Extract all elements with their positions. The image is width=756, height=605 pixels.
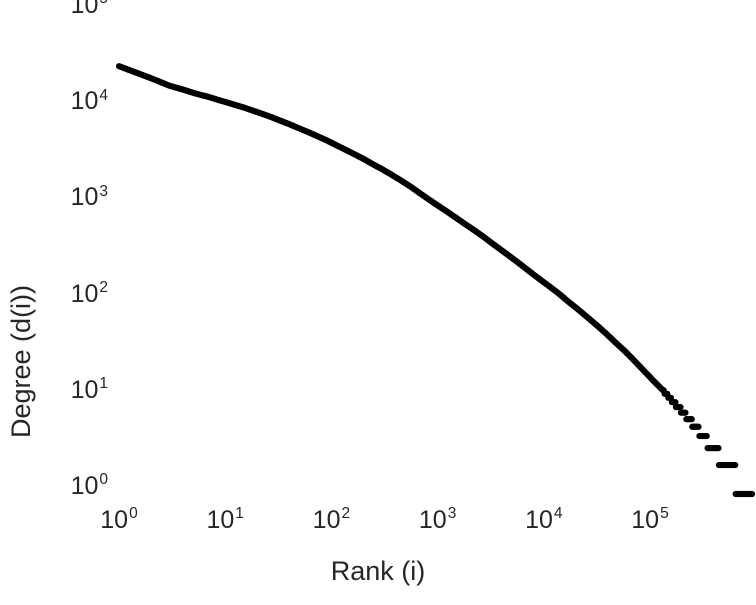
tick-exponent: 5	[99, 0, 108, 7]
ytick-label-2: 102	[70, 278, 108, 308]
data-series-degree-rank	[115, 63, 756, 498]
tick-exponent: 2	[341, 505, 351, 523]
data-point	[732, 461, 739, 469]
y-axis-label: Degree (d(i))	[6, 284, 36, 438]
axis-ticks	[119, 13, 753, 494]
tick-exponent: 1	[235, 505, 244, 523]
data-point	[748, 490, 756, 498]
tick-exponent: 2	[99, 278, 108, 296]
data-point	[695, 423, 702, 430]
tick-exponent: 1	[99, 375, 108, 393]
axes-group	[119, 13, 753, 494]
data-point	[682, 409, 689, 416]
x-axis-label: Rank (i)	[330, 556, 426, 586]
xtick-label-0: 100	[100, 505, 138, 534]
ytick-label-1: 101	[70, 375, 108, 404]
xtick-label-4: 104	[525, 505, 563, 534]
tick-exponent: 3	[99, 182, 108, 200]
xtick-label-1: 101	[206, 505, 244, 534]
ytick-label-5: 105	[4, 0, 108, 20]
tick-exponent: 0	[99, 471, 108, 489]
data-point	[672, 399, 679, 406]
tick-exponent: 4	[553, 505, 563, 523]
tick-exponent: 3	[447, 505, 457, 523]
data-point	[677, 404, 684, 411]
xtick-label-3: 103	[418, 505, 457, 534]
ytick-label-0: 100	[70, 471, 108, 500]
data-point	[715, 445, 722, 452]
ytick-label-3: 103	[70, 182, 108, 212]
tick-exponent: 0	[129, 505, 138, 523]
tick-exponent: 5	[660, 505, 669, 523]
xtick-label-2: 102	[312, 505, 351, 534]
data-point	[703, 432, 710, 440]
xtick-label-5: 105	[631, 505, 669, 534]
tick-exponent: 4	[99, 86, 108, 104]
ytick-label-4: 104	[70, 86, 108, 116]
data-point	[688, 416, 695, 423]
